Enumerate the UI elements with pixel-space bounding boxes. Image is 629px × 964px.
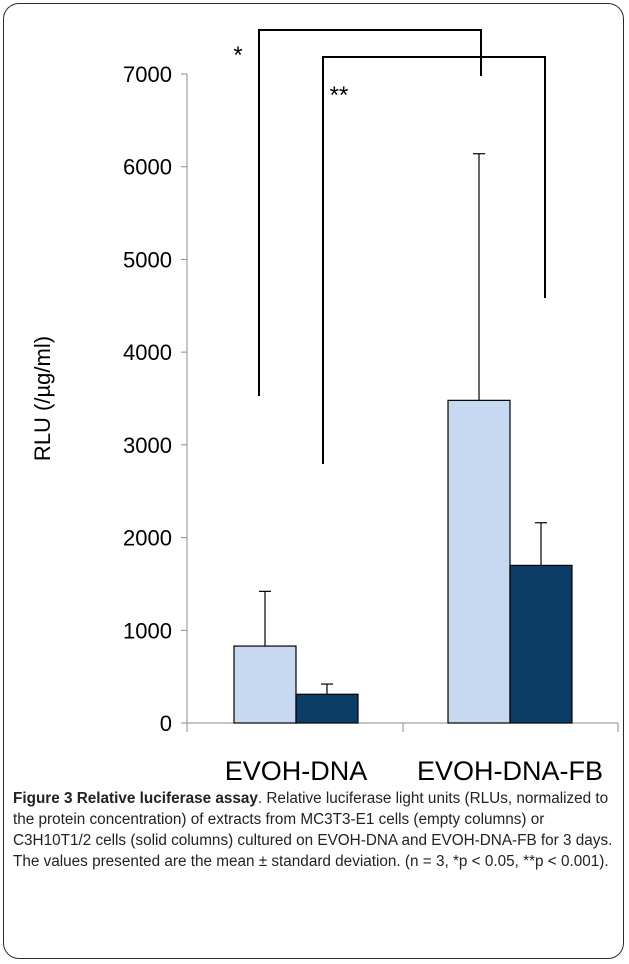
bar — [509, 564, 573, 724]
y-tick-label: 5000 — [123, 247, 172, 272]
caption-title: Figure 3 Relative luciferase assay — [13, 790, 258, 807]
figure-frame — [3, 3, 624, 959]
bar — [295, 693, 359, 724]
y-tick-label: 4000 — [123, 340, 172, 365]
y-tick-label: 2000 — [123, 526, 172, 551]
y-tick-label: 3000 — [123, 433, 172, 458]
y-axis-label: RLU (/µg/ml) — [30, 336, 55, 461]
significance-bracket — [322, 56, 546, 464]
y-tick-label: 0 — [160, 711, 172, 736]
x-category-label: EVOH-DNA — [225, 756, 368, 786]
x-category-label: EVOH-DNA-FB — [417, 756, 603, 786]
significance-label: * — [233, 42, 242, 69]
bar — [447, 399, 511, 724]
y-tick-label: 7000 — [123, 62, 172, 87]
y-tick-label: 6000 — [123, 155, 172, 180]
bar-chart: 0 1000 2000 3000 4000 5000 6000 7000 RLU (/µg/ml… — [30, 29, 619, 786]
caption-text: . Relative luciferase light units (RLUs,… — [13, 790, 613, 870]
y-tick-label: 1000 — [123, 618, 172, 643]
bar — [233, 645, 297, 724]
significance-bracket — [258, 29, 482, 396]
figure-caption: Figure 3 Relative luciferase assay. Rela… — [13, 788, 613, 872]
significance-label: ** — [330, 82, 349, 109]
